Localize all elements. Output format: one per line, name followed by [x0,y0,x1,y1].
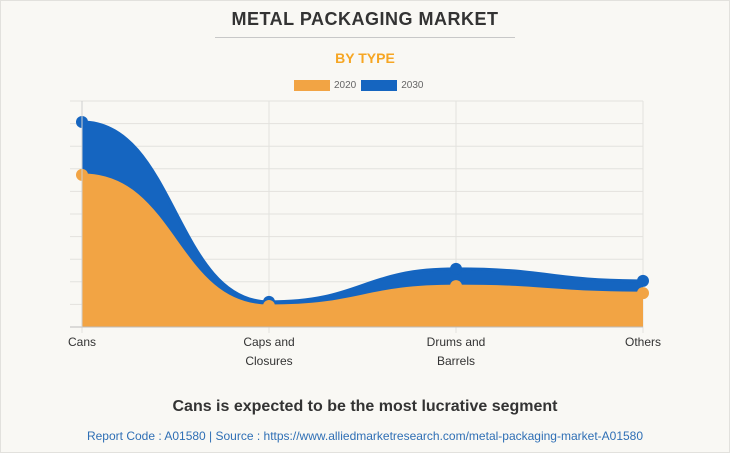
x-tick-label: Others [625,335,661,349]
line-2030 [81,120,644,304]
data-point-2020 [450,280,462,293]
legend-label-2030: 2030 [401,80,424,91]
chart-subtitle: BY TYPE [335,50,395,66]
x-tick-label: Drums and [427,335,486,349]
legend: 2020 2030 [294,80,429,91]
chart-title: METAL PACKAGING MARKET [231,9,499,29]
data-point-2030 [450,262,462,275]
line-2020 [81,173,644,308]
legend-swatch-2020 [294,80,330,91]
source-line[interactable]: Report Code : A01580 | Source : https://… [86,429,644,443]
area-2020 [82,174,643,327]
x-tick-label: Closures [245,354,292,368]
x-tick-label: Cans [68,335,96,349]
legend-label-2020: 2020 [334,80,357,91]
legend-item-2030[interactable]: 2030 [361,80,424,91]
chart-caption: Cans is expected to be the most lucrativ… [172,398,558,415]
x-tick-label: Caps and [243,335,294,349]
title-divider [215,37,515,38]
x-tick-label: Barrels [437,354,475,368]
legend-item-2020[interactable]: 2020 [294,80,356,91]
area-2030 [82,122,643,327]
data-point-2020 [263,299,275,312]
data-point-2030 [637,274,649,287]
legend-swatch-2030 [361,80,398,91]
data-point-2020 [637,287,649,300]
